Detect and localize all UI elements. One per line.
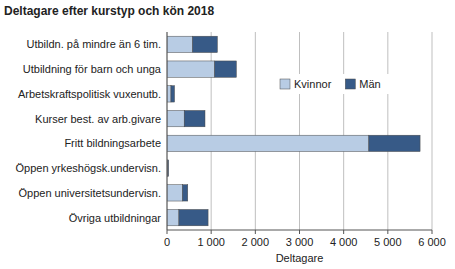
chart: Deltagare efter kurstyp och kön 2018 0 1 0… xyxy=(0,0,455,269)
tick-label: 5 000 xyxy=(374,236,402,248)
category-label: Arbetskraftspolitisk vuxenutb. xyxy=(18,88,161,100)
category-label: Utbildn. på mindre än 6 tim. xyxy=(26,38,161,50)
tick-mark xyxy=(211,230,212,234)
bar xyxy=(182,185,187,201)
bar xyxy=(369,135,420,151)
bar xyxy=(167,36,193,52)
tick-label: 3 000 xyxy=(286,236,314,248)
grid-line xyxy=(299,32,300,230)
bar xyxy=(179,209,208,225)
bar xyxy=(167,185,182,201)
title: Deltagare efter kurstyp och kön 2018 xyxy=(4,4,214,18)
bar xyxy=(167,86,171,102)
grid-line xyxy=(432,32,433,230)
tick-mark xyxy=(167,230,168,234)
bar xyxy=(215,61,237,77)
bar xyxy=(167,110,184,126)
tick-label: 1 000 xyxy=(197,236,225,248)
grid-line xyxy=(167,32,168,230)
tick-mark xyxy=(387,230,388,234)
bar xyxy=(167,135,369,151)
category-label: Fritt bildningsarbete xyxy=(64,137,161,149)
legend-box xyxy=(276,74,414,94)
legend-label: Kvinnor xyxy=(294,78,332,90)
legend-swatch xyxy=(345,79,355,89)
category-label: Övriga utbildningar xyxy=(69,212,162,224)
axis-label: Deltagare xyxy=(276,252,324,264)
bar xyxy=(171,86,175,102)
tick-label: 0 xyxy=(164,236,170,248)
tick-mark xyxy=(255,230,256,234)
tick-mark xyxy=(432,230,433,234)
bar xyxy=(167,209,179,225)
grid-line xyxy=(387,32,388,230)
bar xyxy=(167,160,169,176)
bar xyxy=(193,36,218,52)
grid-line xyxy=(343,32,344,230)
grid-line xyxy=(255,32,256,230)
bars xyxy=(167,36,420,226)
category-label: Kurser best. av arb.givare xyxy=(35,113,161,125)
tick-label: 4 000 xyxy=(330,236,358,248)
tick-label: 2 000 xyxy=(242,236,270,248)
bar xyxy=(184,110,205,126)
legend-label: Män xyxy=(359,78,380,90)
tick-mark xyxy=(343,230,344,234)
category-label: Öppen universitetsundervisn. xyxy=(19,187,161,199)
tick-label: 6 000 xyxy=(418,236,446,248)
category-label: Utbildning för barn och unga xyxy=(23,63,162,75)
category-label: Öppen yrkeshögsk.undervisn. xyxy=(15,162,161,174)
tick-mark xyxy=(299,230,300,234)
axis-line xyxy=(167,32,168,230)
legend-swatch xyxy=(280,79,290,89)
axis-line xyxy=(167,230,432,231)
bar xyxy=(167,61,215,77)
